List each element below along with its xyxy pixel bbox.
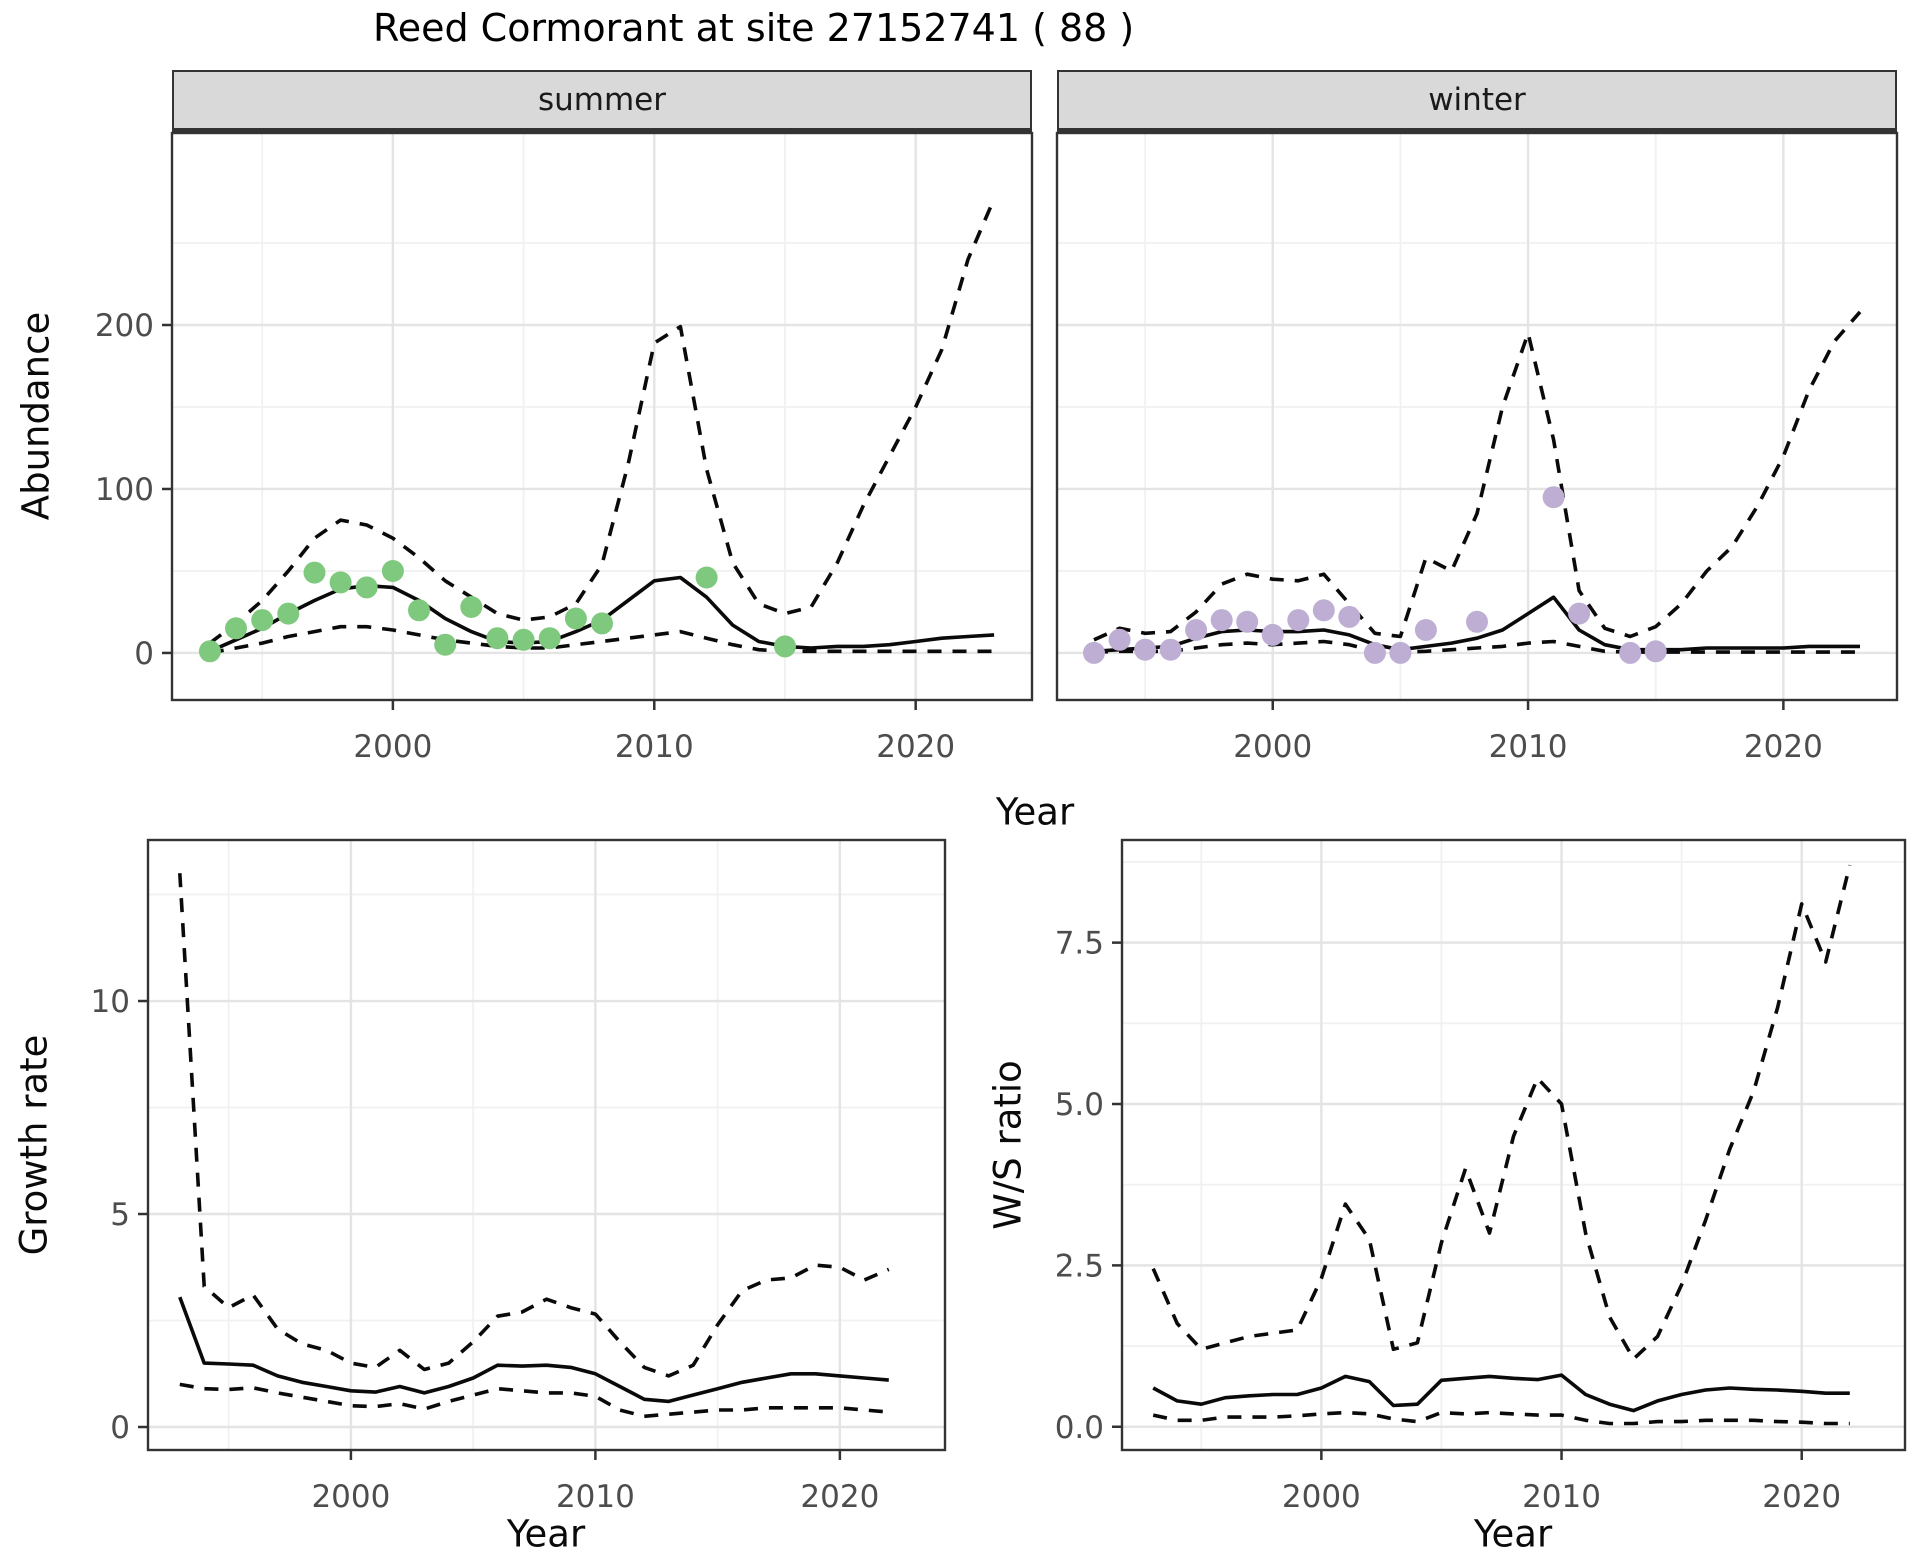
abundance-winter-ci-line xyxy=(1093,310,1862,642)
data-point xyxy=(1466,610,1488,633)
growth-rate-panel: 2000 2010 2020 0 5 10 xyxy=(91,838,947,1515)
growth-rate-mean-line xyxy=(178,1296,889,1404)
x-tick-label: 2000 xyxy=(1282,1479,1361,1515)
data-point xyxy=(434,633,457,656)
data-point xyxy=(512,628,535,651)
x-tick-label: 2010 xyxy=(1522,1479,1601,1515)
ws-ratio-ci-line xyxy=(1152,1410,1850,1426)
y-axis-label-growth-rate: Growth rate xyxy=(12,1034,56,1256)
data-point xyxy=(1363,641,1386,664)
x-axis-label-year-growth: Year xyxy=(506,1512,586,1556)
data-point xyxy=(1389,641,1412,664)
panel-border xyxy=(170,131,1034,702)
abundance-winter-ci-line xyxy=(1093,639,1860,654)
data-point xyxy=(1261,623,1284,646)
data-point xyxy=(460,596,483,618)
y-axis-label-abundance: Abundance xyxy=(14,311,58,521)
x-tick-label: 2000 xyxy=(311,1479,390,1515)
data-point xyxy=(1108,628,1131,651)
abundance-winter-mean-line xyxy=(1093,595,1860,654)
y-tick-label: 0.0 xyxy=(1055,1410,1104,1446)
x-tick-label: 2010 xyxy=(615,729,694,765)
growth-rate-ci-line xyxy=(179,1382,889,1419)
data-point xyxy=(408,599,430,622)
data-point xyxy=(1134,638,1157,661)
ws-ratio-ci-line xyxy=(1151,864,1852,1361)
y-tick-label: 5.0 xyxy=(1055,1087,1104,1123)
y-tick-label: 0 xyxy=(134,636,154,672)
data-point xyxy=(1083,641,1105,664)
data-point xyxy=(695,566,718,589)
data-point xyxy=(1542,486,1565,509)
ws-ratio-mean-line xyxy=(1152,1373,1850,1413)
data-point xyxy=(1414,619,1437,641)
x-axis-label-year-top: Year xyxy=(995,790,1075,834)
y-tick-label: 2.5 xyxy=(1055,1248,1104,1284)
x-tick-label: 2010 xyxy=(556,1479,635,1515)
panel-border xyxy=(146,838,947,1452)
abundance-winter-panel: 2000 2010 2020 xyxy=(1055,131,1899,765)
panel-border xyxy=(1120,838,1907,1452)
chart-title: Reed Cormorant at site 27152741 ( 88 ) xyxy=(373,6,1135,50)
y-tick-label: 10 xyxy=(91,984,130,1020)
data-point xyxy=(329,571,352,594)
x-tick-label: 2000 xyxy=(1233,729,1312,765)
y-axis-label-ws-ratio: W/S ratio xyxy=(986,1060,1030,1230)
data-point xyxy=(774,635,796,658)
x-tick-label: 2000 xyxy=(353,729,432,765)
data-point xyxy=(381,560,404,582)
x-tick-label: 2010 xyxy=(1489,729,1568,765)
y-tick-label: 5 xyxy=(110,1197,130,1233)
facet-strip-winter: winter xyxy=(1057,70,1897,133)
y-tick-label: 7.5 xyxy=(1055,926,1104,962)
x-tick-label: 2020 xyxy=(800,1479,879,1515)
abundance-summer-ci-line xyxy=(209,624,995,655)
data-point xyxy=(1210,609,1233,632)
data-point xyxy=(1338,605,1361,628)
data-point xyxy=(538,627,561,650)
y-tick-label: 200 xyxy=(95,308,154,344)
data-point xyxy=(198,640,221,663)
abundance-summer-panel: 2000 2010 2020 0 100 200 xyxy=(95,131,1034,765)
data-point xyxy=(225,617,247,640)
y-tick-label: 0 xyxy=(110,1410,130,1446)
data-point xyxy=(1287,609,1310,632)
data-point xyxy=(486,627,509,650)
facet-strip-summer-label: summer xyxy=(537,82,666,118)
ws-ratio-panel: 2000 2010 2020 0.0 2.5 5.0 7.5 xyxy=(1055,838,1907,1515)
facet-strip-summer: summer xyxy=(172,70,1032,133)
data-point xyxy=(1159,638,1182,661)
x-tick-label: 2020 xyxy=(876,729,955,765)
x-tick-label: 2020 xyxy=(1762,1479,1841,1515)
data-point xyxy=(591,612,613,635)
data-point xyxy=(1185,619,1208,641)
data-point xyxy=(1312,599,1335,622)
data-point xyxy=(1568,602,1591,625)
data-point xyxy=(564,607,587,630)
data-point xyxy=(355,576,378,599)
y-tick-label: 100 xyxy=(95,472,154,508)
data-point xyxy=(1236,610,1259,633)
data-point xyxy=(251,609,274,632)
abundance-summer-ci-line xyxy=(208,198,996,645)
facet-strip-winter-label: winter xyxy=(1428,82,1526,118)
x-axis-label-year-ws: Year xyxy=(1473,1512,1553,1556)
data-point xyxy=(303,561,326,584)
panel-border xyxy=(1055,131,1899,702)
x-tick-label: 2020 xyxy=(1744,729,1823,765)
data-point xyxy=(1644,640,1667,663)
data-point xyxy=(277,602,300,625)
data-point xyxy=(1619,641,1642,664)
